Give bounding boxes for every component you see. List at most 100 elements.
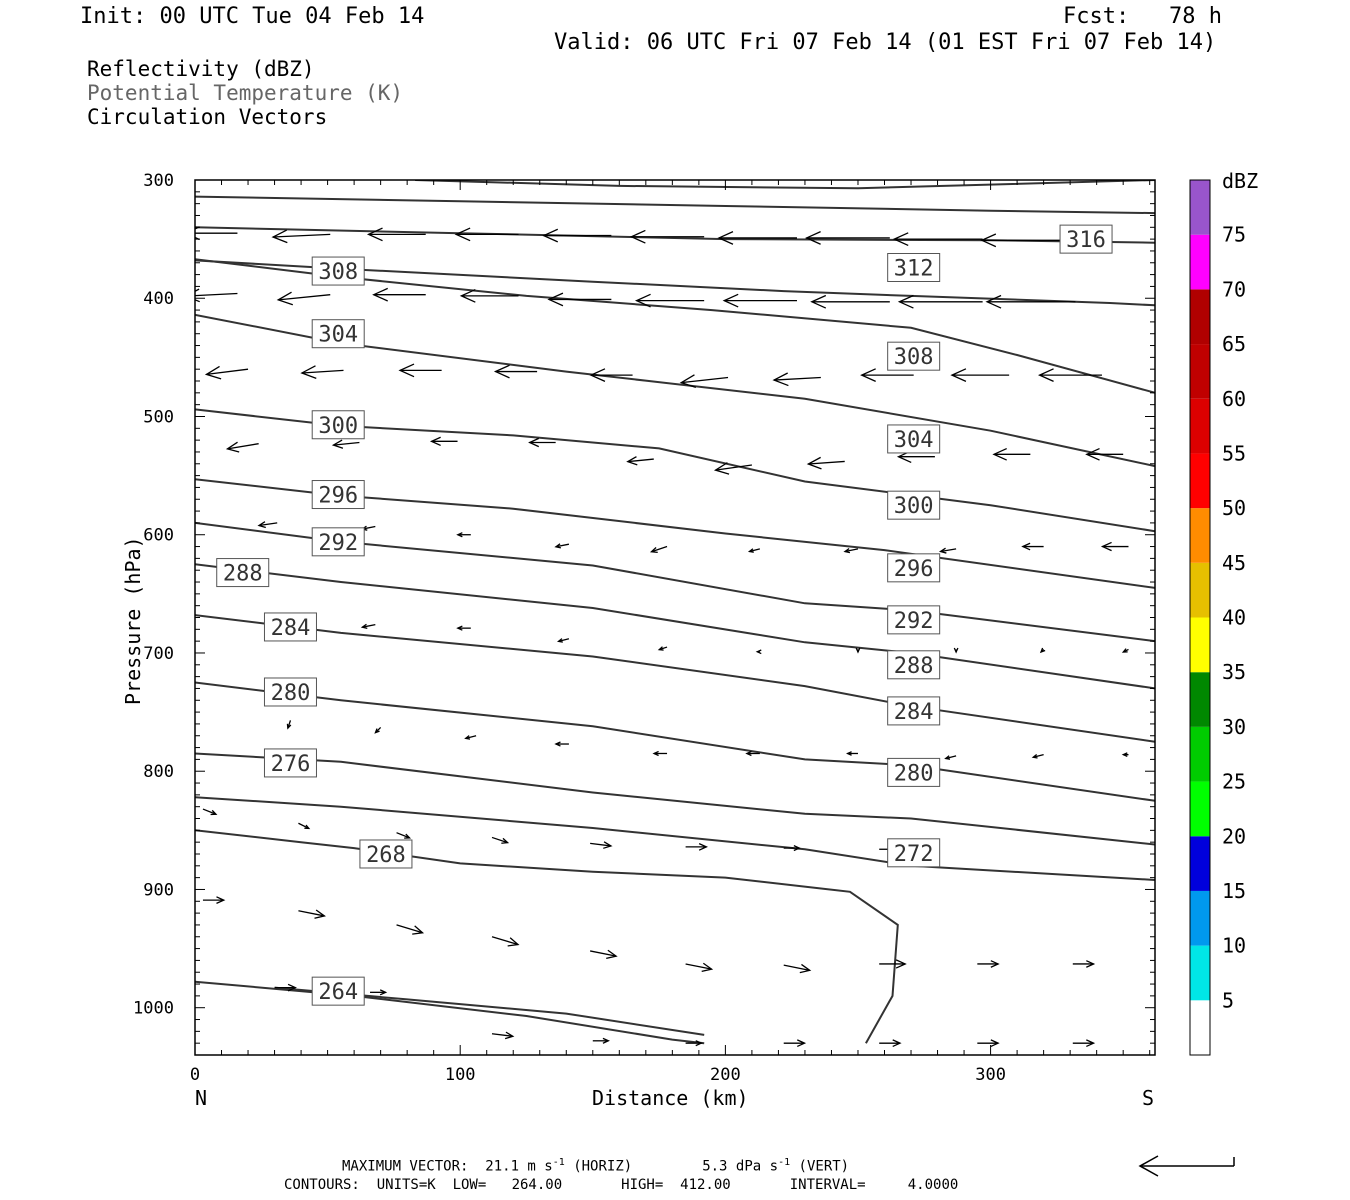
wind-vector [879,959,907,969]
color-scale-swatch [1190,781,1210,837]
wind-vector [1085,447,1124,461]
svg-text:276: 276 [271,752,311,777]
svg-text:280: 280 [894,761,934,786]
max-vector-note: MAXIMUM VECTOR: 21.1 m s-1 (HORIZ) 5.3 dP… [342,1157,850,1175]
color-scale-label: 35 [1222,660,1246,684]
y-tick-label: 500 [143,407,174,427]
wind-vector [225,441,259,453]
contour-label-296: 296 [887,553,941,583]
wind-vector [298,909,326,919]
reference-vector-icon [1138,1155,1235,1177]
contour-label-280: 280 [263,677,317,707]
color-scale-swatch [1190,234,1210,290]
wind-vector [374,727,382,734]
wind-vector [276,291,331,306]
wind-vector [372,287,426,302]
wind-vector [679,374,729,389]
color-scale-label: 70 [1222,277,1246,301]
wind-vector [366,227,426,242]
x-tick-label: 0 [190,1065,200,1085]
wind-vector [298,822,311,830]
svg-text:304: 304 [318,323,358,348]
south-endpoint-label: S [1142,1086,1154,1110]
contour-label-312: 312 [887,253,941,282]
color-scale-swatch [1190,508,1210,563]
contour-label-296: 296 [311,480,365,510]
color-scale-swatch [1190,453,1210,509]
field-vectors: Circulation Vectors [87,105,328,129]
wind-vector [713,462,752,475]
theta-contour-316-0 [415,180,1155,190]
wind-vector [783,1039,807,1048]
wind-vector [547,292,612,307]
wind-vector [897,294,983,309]
wind-vector [396,924,425,935]
svg-text:268: 268 [366,843,406,868]
color-scale-label: 55 [1222,441,1246,465]
axis-ticks: 0 100 200 300 300 400 500 600 700 800 900 1000 [133,171,1155,1085]
svg-text:296: 296 [894,557,934,582]
svg-text:296: 296 [318,484,358,509]
svg-text:308: 308 [318,260,358,285]
contour-label-300: 300 [887,490,941,520]
wind-vector [1037,368,1102,382]
wind-vector [783,845,801,852]
svg-text:292: 292 [894,609,934,634]
y-tick-label: 1000 [133,999,174,1019]
y-tick-label: 900 [143,880,174,900]
wind-vector [554,741,569,747]
svg-text:272: 272 [894,842,934,867]
field-theta: Potential Temperature (K) [87,81,404,105]
wind-vector [528,437,556,448]
theta-contour-268-15 [195,980,705,1045]
valid-time: Valid: 06 UTC Fri 07 Feb 14 (01 EST Fri … [554,30,1217,55]
wind-vector [491,1031,515,1040]
wind-vector [977,960,1000,968]
wind-vector [1039,647,1046,654]
wind-vector [657,646,668,651]
svg-text:288: 288 [894,654,934,679]
svg-text:264: 264 [318,980,358,1005]
color-scale-label: 30 [1222,715,1246,739]
color-scale-label: 20 [1222,824,1246,848]
wind-vector [396,832,412,839]
wind-vector [649,545,668,554]
wind-vector [1072,960,1096,968]
contour-label-280: 280 [887,757,941,787]
svg-text:312: 312 [894,257,934,282]
contour-label-292: 292 [887,605,941,635]
theta-contour-272-14 [195,829,899,1044]
wind-vector [953,647,959,654]
wind-vector [491,936,520,947]
wind-vector [592,1037,610,1044]
color-scale-label: 15 [1222,879,1246,903]
contour-label-264: 264 [311,976,365,1006]
wind-vector [331,439,360,449]
svg-text:284: 284 [271,616,311,641]
wind-vector [1072,1039,1096,1048]
wind-vector [985,294,1076,309]
wind-vector [590,841,613,849]
svg-text:316: 316 [1066,228,1106,253]
wind-vector [456,625,471,631]
color-scale-swatch [1190,344,1210,399]
theta-contour-284-11 [195,681,1155,802]
wind-vector [195,288,238,303]
theta-contour-316-2 [195,226,1155,244]
theta-contours [195,180,1155,1045]
wind-vector [360,623,376,629]
field-reflectivity: Reflectivity (dBZ) [87,57,315,81]
color-scale-label: 5 [1222,988,1234,1012]
wind-vector [300,365,344,379]
wind-vector [860,368,914,382]
wind-vector [685,1040,703,1047]
color-scale-label: 65 [1222,332,1246,356]
forecast-hour: Fcst: 78 h [1063,4,1222,29]
wind-vector [454,227,519,242]
svg-text:280: 280 [271,681,311,706]
contour-label-308: 308 [887,341,941,371]
contour-label-284: 284 [263,612,317,642]
wind-vector [772,372,821,387]
theta-contour-top-1 [195,195,1155,215]
